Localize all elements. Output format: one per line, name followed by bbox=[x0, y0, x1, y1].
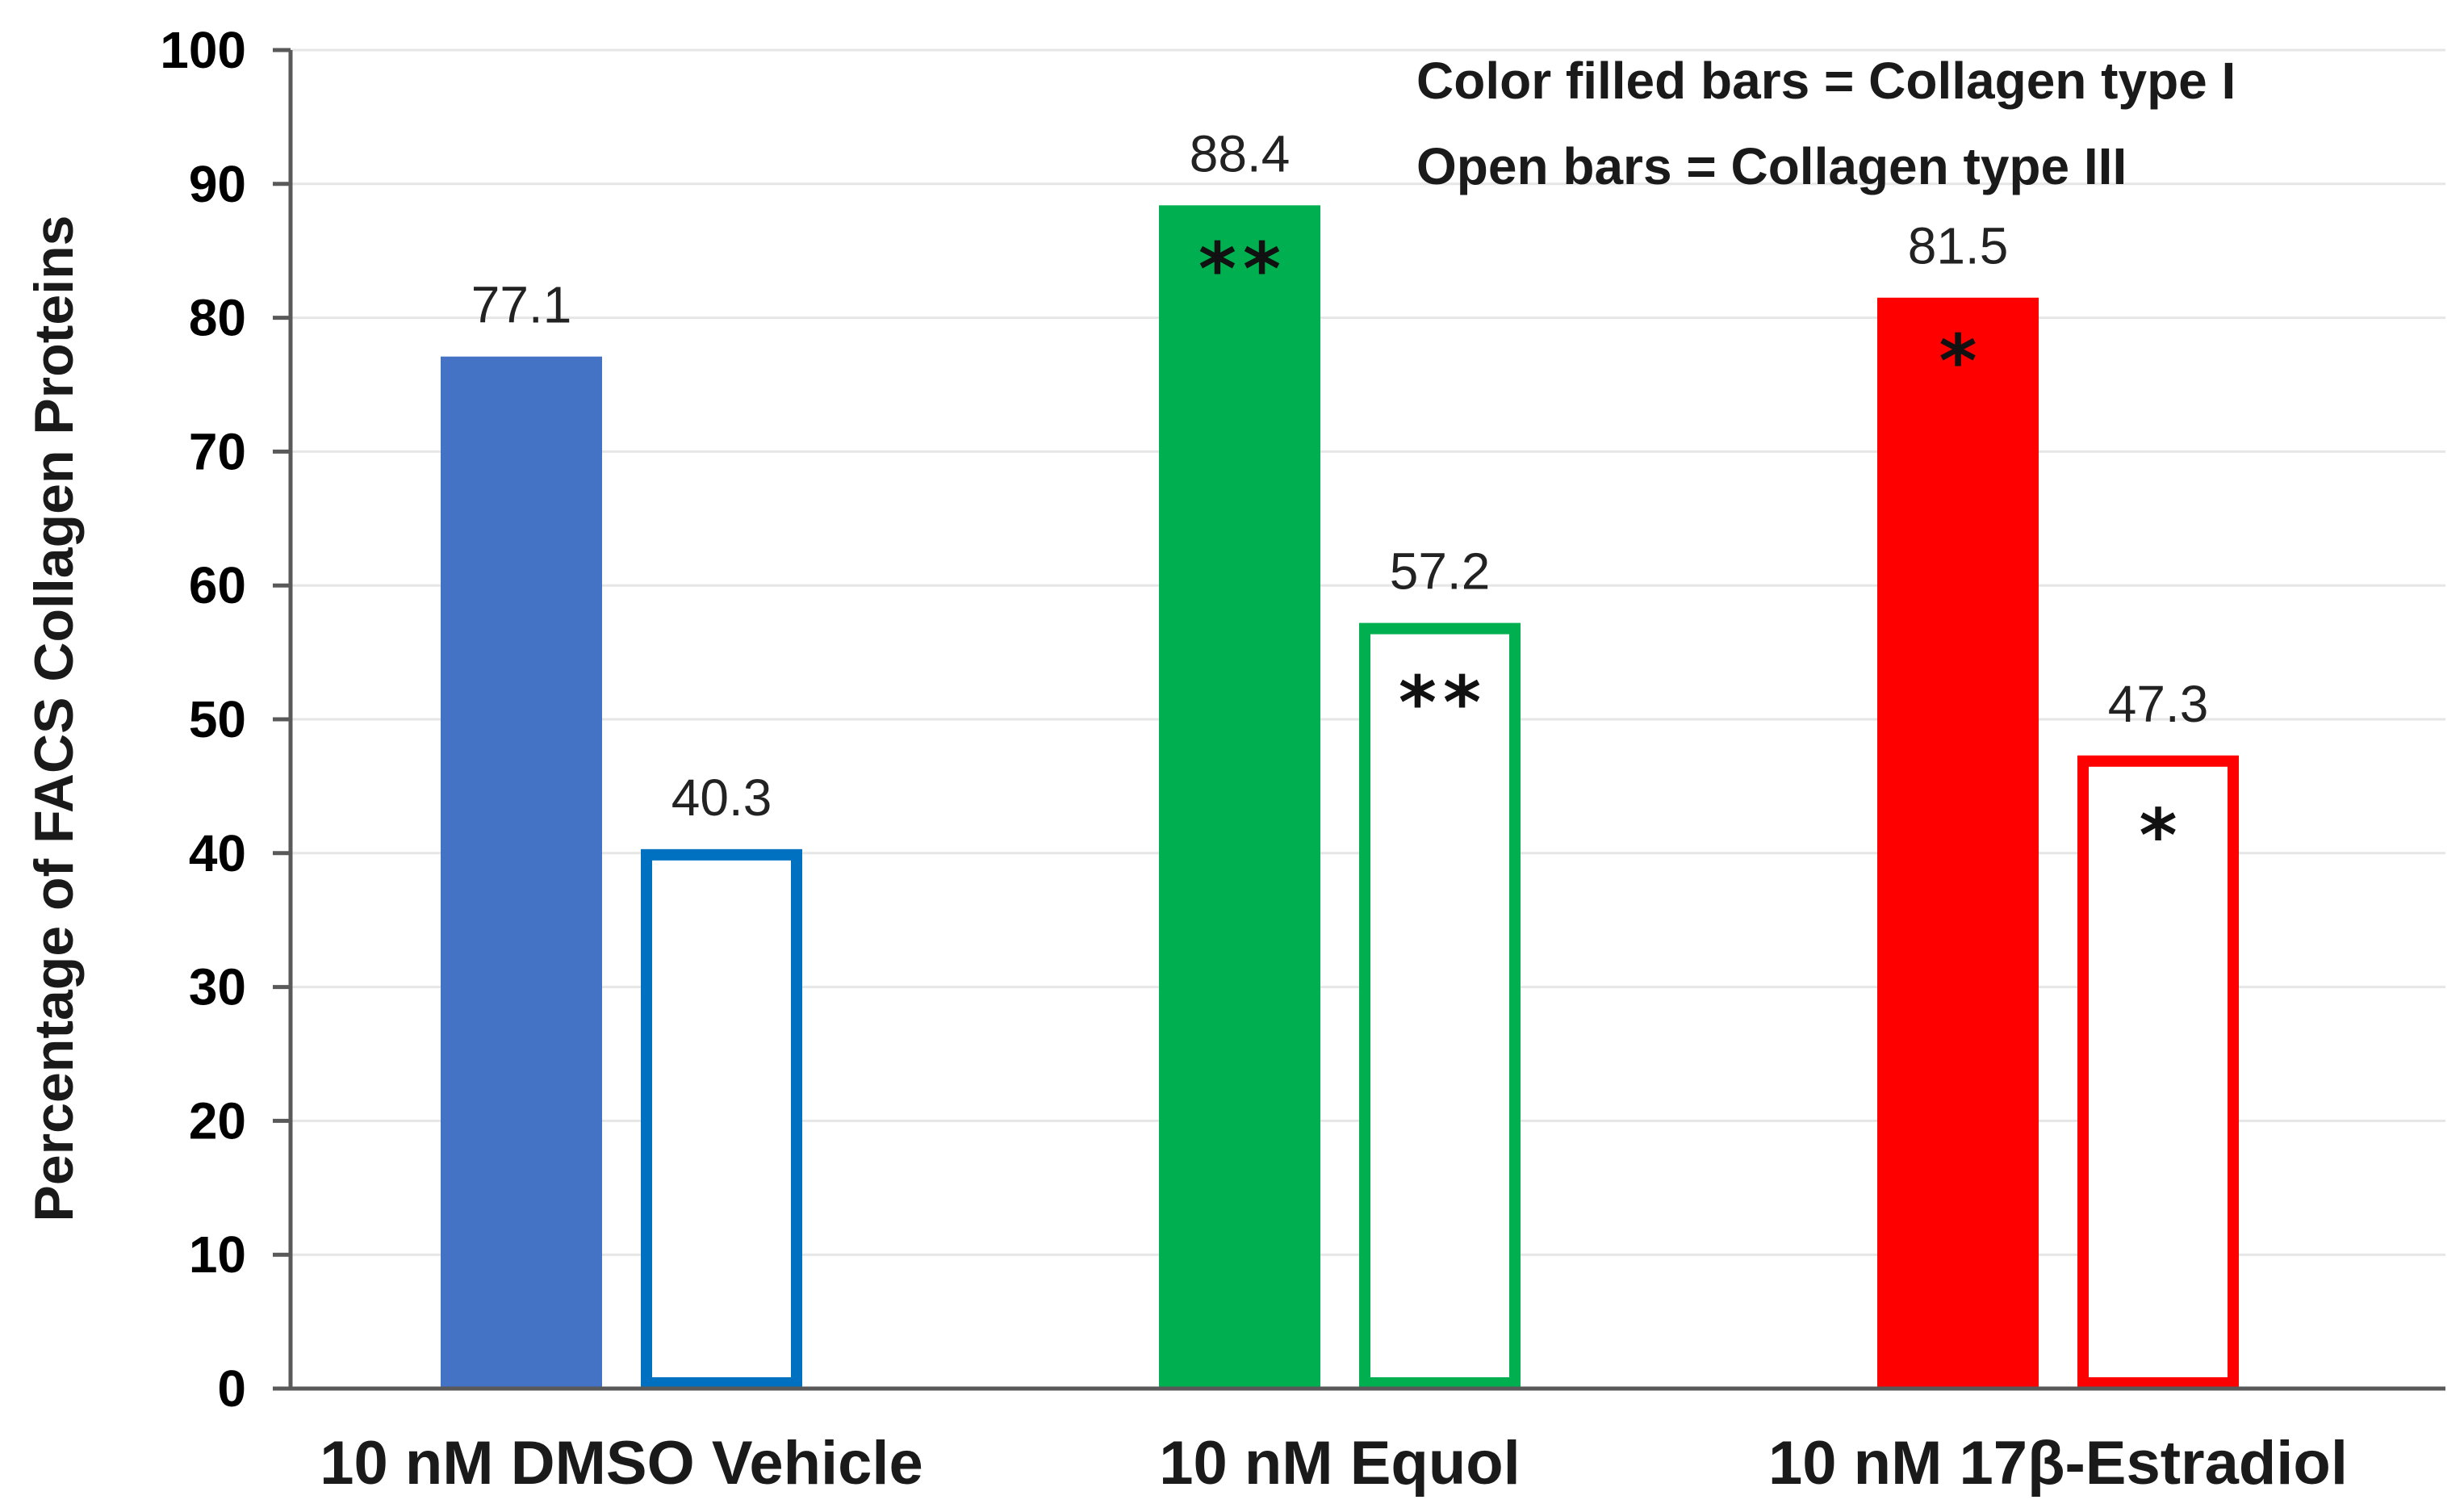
y-tick-label: 80 bbox=[189, 289, 246, 347]
bar-value-label: 88.4 bbox=[1190, 124, 1291, 182]
y-tick-label: 60 bbox=[189, 556, 246, 614]
bar-collagen-type-3 bbox=[2077, 755, 2239, 1389]
bar-value-label: 57.2 bbox=[1390, 543, 1491, 601]
y-tick-label: 10 bbox=[189, 1225, 246, 1284]
x-category-label: 10 nM DMSO Vehicle bbox=[320, 1429, 923, 1498]
bar-collagen-type-3 bbox=[641, 848, 802, 1389]
significance-marker: * bbox=[2139, 794, 2183, 878]
y-tick-label: 70 bbox=[189, 422, 246, 480]
y-axis-title: Percentage of FACS Collagen Proteins bbox=[23, 216, 85, 1222]
significance-marker: * bbox=[1939, 320, 1983, 404]
bar-collagen-type-1 bbox=[441, 356, 602, 1389]
bar-value-label: 77.1 bbox=[471, 276, 572, 334]
y-tick-label: 50 bbox=[189, 690, 246, 748]
significance-marker: ** bbox=[1399, 661, 1487, 746]
bar-collagen-type-1 bbox=[1877, 297, 2039, 1389]
y-tick-label: 30 bbox=[189, 958, 246, 1016]
bar-collagen-type-3 bbox=[1359, 622, 1521, 1389]
x-category-label: 10 nM 17β-Estradiol bbox=[1768, 1429, 2348, 1498]
y-tick-label: 90 bbox=[189, 155, 246, 213]
bar-value-label: 47.3 bbox=[2108, 675, 2209, 733]
y-tick-label: 100 bbox=[160, 21, 246, 79]
y-tick-label: 40 bbox=[189, 824, 246, 882]
y-tick-label: 0 bbox=[217, 1359, 246, 1418]
x-category-label: 10 nM Equol bbox=[1159, 1429, 1521, 1498]
bar-value-label: 81.5 bbox=[1908, 217, 2009, 275]
axes: 0 10 20 30 40 50 60 70 80 90 100 10 nM DMSO Vehicle… bbox=[160, 21, 2445, 1498]
data-labels: 77.1 40.3 88.4 ** 57.2 ** 81.5 * 47.3 * bbox=[471, 124, 2209, 878]
bars bbox=[441, 205, 2239, 1389]
legend-line-filled: Color filled bars = Collagen type I bbox=[1416, 52, 2236, 110]
significance-marker: ** bbox=[1199, 227, 1287, 312]
bar-value-label: 40.3 bbox=[671, 769, 772, 827]
legend-line-open: Open bars = Collagen type III bbox=[1416, 137, 2127, 195]
y-tick-label: 20 bbox=[189, 1091, 246, 1150]
bar-collagen-type-1 bbox=[1159, 205, 1320, 1389]
